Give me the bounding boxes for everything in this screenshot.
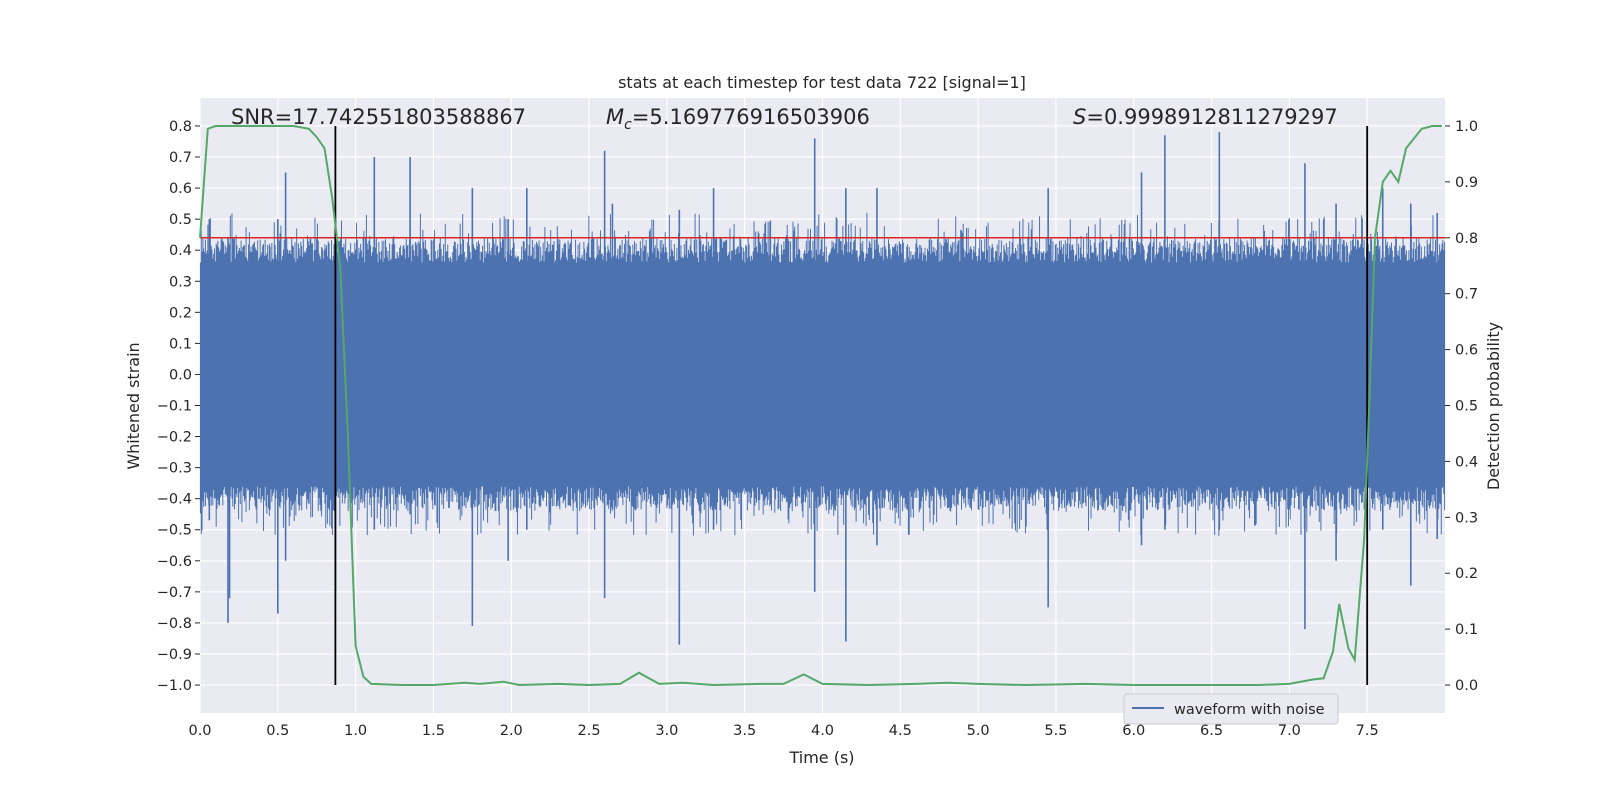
y2-tick-label: 0.7	[1455, 287, 1478, 303]
x-tick-label: 0.0	[188, 723, 211, 739]
snr-annotation: SNR=17.742551803588867	[231, 105, 526, 129]
x-tick-label: 5.5	[1044, 723, 1067, 739]
x-tick-label: 4.0	[811, 723, 834, 739]
x-axis-title: Time (s)	[788, 748, 854, 767]
chart-title: stats at each timestep for test data 722…	[618, 73, 1026, 92]
legend-box	[1123, 693, 1339, 725]
y-tick-label: 0.2	[169, 305, 192, 321]
y2-tick-label: 0.6	[1455, 343, 1478, 359]
y-tick-label: 0.6	[169, 181, 192, 197]
mc-symbol: M	[606, 105, 624, 129]
waveform-noise-trace	[199, 212, 1446, 536]
y-tick-label: −0.7	[157, 585, 192, 601]
legend-label: waveform with noise	[1174, 702, 1325, 718]
x-tick-label: 6.5	[1200, 723, 1223, 739]
y2-tick-label: 0.9	[1455, 175, 1478, 191]
y2-tick-label: 0.2	[1455, 566, 1478, 582]
y2-tick-label: 0.5	[1455, 399, 1478, 415]
s-value: =0.9998912811279297	[1086, 105, 1337, 129]
x-tick-label: 1.5	[422, 723, 445, 739]
y-tick-label: −0.9	[157, 647, 192, 663]
y-tick-label: 0.8	[169, 119, 192, 135]
y2-tick-label: 0.0	[1455, 678, 1478, 694]
y-tick-label: −0.2	[157, 430, 192, 446]
mc-annotation: Mc=5.169776916503906	[606, 105, 870, 133]
y-axis-title: Whitened strain	[124, 342, 143, 469]
y-tick-label: −0.5	[157, 523, 192, 539]
detection-probability-line	[199, 125, 1442, 687]
x-tick-label: 2.5	[578, 723, 601, 739]
s-annotation: S=0.9998912811279297	[1073, 105, 1338, 129]
y2-tick-label: 0.4	[1455, 454, 1478, 470]
y-tick-label: −0.4	[157, 492, 192, 508]
y2-tick-label: 1.0	[1455, 119, 1478, 135]
y-tick-label: 0.5	[169, 212, 192, 228]
y-tick-label: −0.1	[157, 399, 192, 415]
marker-layer	[199, 125, 1445, 687]
mc-value: =5.169776916503906	[632, 105, 870, 129]
x-tick-label: 7.0	[1278, 723, 1301, 739]
y2-tick-label: 0.1	[1455, 622, 1478, 638]
x-tick-label: 1.0	[344, 723, 367, 739]
y-tick-label: 0.4	[169, 243, 192, 259]
y-tick-label: −0.6	[157, 554, 192, 570]
x-tick-label: 4.5	[889, 723, 912, 739]
x-tick-label: 5.0	[967, 723, 990, 739]
y-tick-label: 0.1	[169, 336, 192, 352]
y-tick-label: 0.3	[169, 274, 192, 290]
mc-subscript: c	[624, 117, 632, 133]
ticks-layer: 0.8 0.7 0.6 0.5 0.4 0.3 0.2 0.1 0.0 −0.1 −0.2 −0.3 −…	[157, 119, 1478, 739]
y2-tick-label: 0.3	[1455, 510, 1478, 526]
x-tick-label: 3.5	[733, 723, 756, 739]
y2-axis-title: Detection probability	[1484, 322, 1503, 490]
x-tick-label: 6.0	[1122, 723, 1145, 739]
y-tick-label: −0.8	[157, 616, 192, 632]
x-tick-label: 3.0	[655, 723, 678, 739]
y-tick-label: −1.0	[157, 678, 192, 694]
x-tick-label: 0.5	[266, 723, 289, 739]
legend: waveform with noise	[1123, 693, 1339, 725]
s-symbol: S	[1073, 105, 1086, 129]
y-tick-label: 0.7	[169, 150, 192, 166]
x-tick-label: 2.0	[500, 723, 523, 739]
y-tick-label: 0.0	[169, 367, 192, 383]
y-tick-label: −0.3	[157, 461, 192, 477]
y2-tick-label: 0.8	[1455, 231, 1478, 247]
waveform-layer	[199, 132, 1446, 645]
x-tick-label: 7.5	[1356, 723, 1379, 739]
